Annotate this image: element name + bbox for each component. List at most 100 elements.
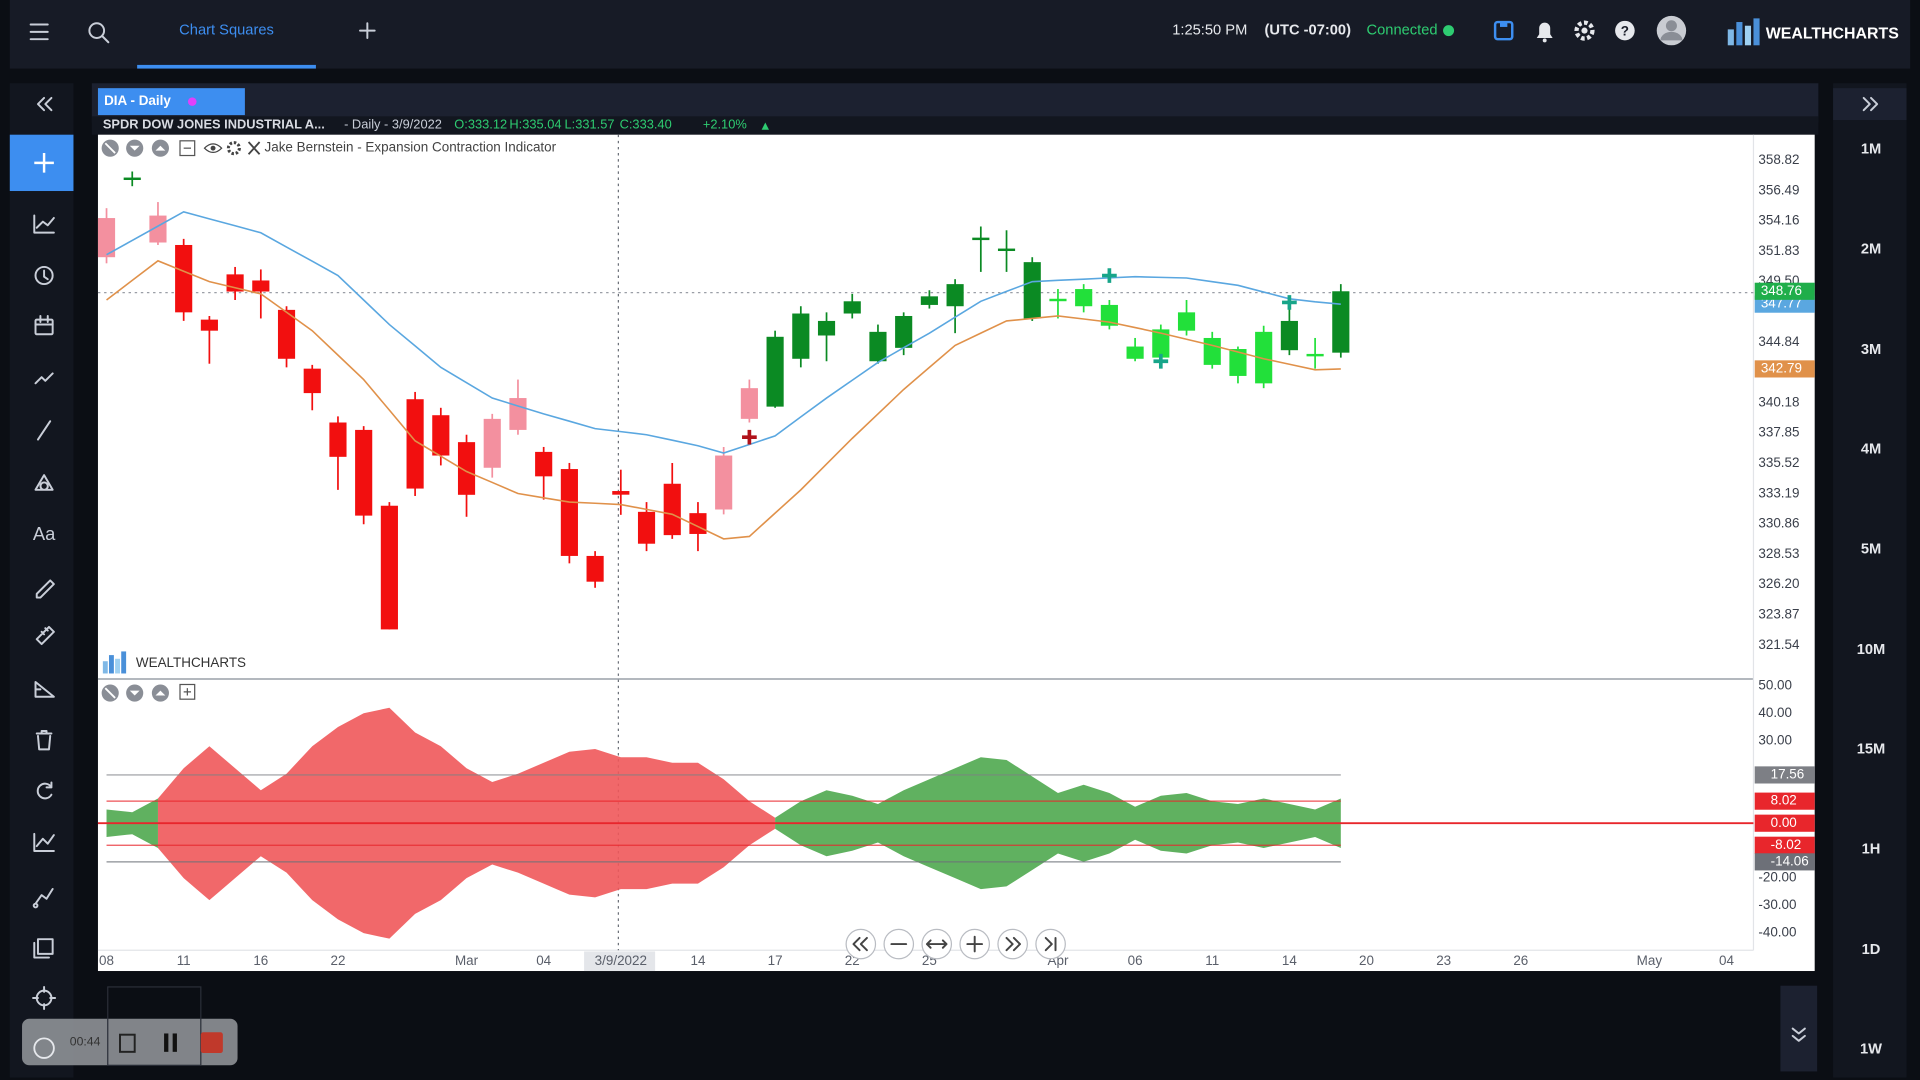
x-tick-label: 3/9/2022 [595, 953, 647, 968]
recorder-delete[interactable] [119, 1033, 136, 1053]
x-tick-label: 16 [253, 953, 268, 968]
tool-icons[interactable] [32, 214, 57, 1010]
brand-name: WEALTHCHARTS [1766, 25, 1899, 42]
collapse-bottom-icon [1791, 1027, 1806, 1042]
signal-marker [742, 429, 757, 445]
timeframe-button[interactable]: 1D [1862, 942, 1881, 958]
timeframe-button[interactable]: 10M [1857, 642, 1886, 658]
x-tick-label: 22 [330, 953, 345, 968]
settings-button[interactable] [1574, 20, 1595, 41]
chart-tab[interactable]: Chart Squares [179, 22, 274, 38]
data-layer: 321.54 323.87 326.20 328.53 330.86 333.19 335.… [97, 152, 1815, 968]
recorder [22, 986, 238, 1066]
recorder-stop[interactable] [200, 1032, 223, 1054]
x-tick-label: 20 [1359, 953, 1374, 968]
candle-body [560, 469, 578, 556]
candle-body [1100, 304, 1118, 326]
level-label: 0.00 [1771, 815, 1797, 830]
user-avatar[interactable] [1656, 15, 1687, 46]
timezone[interactable]: (UTC -07:00) [1264, 22, 1351, 38]
save-button[interactable] [1493, 20, 1514, 41]
y-tick-label: 333.19 [1758, 485, 1799, 500]
add-tab-button[interactable] [359, 22, 376, 39]
candle-body [483, 418, 501, 468]
candle-body [432, 415, 450, 456]
level-label-box [1754, 792, 1815, 810]
candle-body [457, 442, 476, 495]
x-tick-label: 08 [99, 953, 114, 968]
oscillator-lower [106, 823, 158, 848]
x-tick-label: 06 [1128, 953, 1143, 968]
indicator-name: Jake Bernstein - Expansion Contraction I… [264, 140, 556, 155]
timeframe-button[interactable]: 1M [1861, 141, 1881, 157]
signal-marker [1153, 353, 1169, 369]
candle-body [303, 368, 321, 394]
help-button[interactable]: ? [1615, 20, 1635, 41]
candle-body [792, 313, 810, 359]
timeframe-button[interactable]: 2M [1861, 242, 1881, 258]
search-button[interactable] [88, 22, 110, 44]
change-arrow [761, 122, 769, 130]
menu-button[interactable] [29, 23, 49, 41]
candle-body [637, 511, 656, 544]
watermark: WEALTHCHARTS [136, 655, 246, 670]
level-label-box [1754, 853, 1815, 871]
candle-body [1152, 329, 1170, 358]
collapse-bottom-button[interactable] [1780, 985, 1818, 1072]
y-tick-label: 330.86 [1758, 516, 1799, 531]
candle-body [200, 319, 218, 331]
price-label-box [1754, 360, 1815, 378]
candle-body [406, 399, 424, 489]
alerts-button[interactable] [1536, 22, 1553, 43]
y-tick-label: 356.49 [1758, 182, 1799, 197]
brand-logo [1727, 18, 1760, 46]
timeframe-button[interactable]: 3M [1861, 342, 1881, 358]
candle-body [355, 429, 373, 516]
oscillator-controls[interactable] [101, 683, 196, 702]
candle-body [766, 336, 784, 407]
candle-body [663, 483, 681, 536]
candle-body [149, 215, 167, 243]
low-value: L:331.57 [564, 116, 614, 131]
price-label: 342.79 [1761, 360, 1802, 375]
candle-body [715, 455, 733, 510]
indicator-controls[interactable] [101, 139, 261, 157]
y-tick-label: 354.16 [1758, 213, 1799, 228]
candle-body [972, 237, 990, 241]
level-label-box [1754, 766, 1815, 784]
chart-tab-label[interactable]: DIA - Daily [104, 93, 171, 108]
candle-body [612, 491, 630, 495]
timeframe-button[interactable]: 15M [1857, 741, 1886, 757]
add-icon [34, 153, 54, 173]
level-label: 8.02 [1771, 793, 1797, 808]
candle-body [1023, 262, 1041, 319]
timeframe-button[interactable]: 4M [1861, 441, 1881, 457]
text-tool[interactable]: Aa [33, 523, 56, 544]
timeframe-button[interactable]: 1H [1862, 842, 1881, 858]
symbol-name: SPDR DOW JONES INDUSTRIAL A... [103, 116, 325, 131]
candle-body [1203, 337, 1221, 365]
candle-body [329, 422, 347, 457]
y-tick-label: 326.20 [1758, 576, 1799, 591]
timeframe-button[interactable]: 1W [1860, 1041, 1882, 1057]
collapse-left-button[interactable] [36, 96, 53, 112]
y-tick-label: 323.87 [1758, 607, 1799, 622]
clock: 1:25:50 PM [1172, 22, 1247, 38]
candle-body [869, 331, 887, 362]
x-tick-label: 23 [1436, 953, 1451, 968]
timeframe-panel [1833, 83, 1907, 1078]
candle-body [1280, 320, 1298, 351]
y-tick-label: 40.00 [1758, 705, 1792, 720]
candle-body [1126, 346, 1144, 359]
timeframe-button[interactable]: 5M [1861, 542, 1881, 558]
candle-body [97, 218, 116, 258]
x-tick-label: 14 [690, 953, 705, 968]
oscillator-upper [775, 757, 1341, 824]
navigation-controls[interactable] [845, 928, 1066, 960]
candle-body [535, 451, 553, 477]
candle-body [920, 296, 938, 305]
level-label: 17.56 [1771, 766, 1805, 781]
recorder-pause[interactable] [164, 1033, 169, 1052]
chart-tab-box[interactable] [97, 88, 245, 116]
